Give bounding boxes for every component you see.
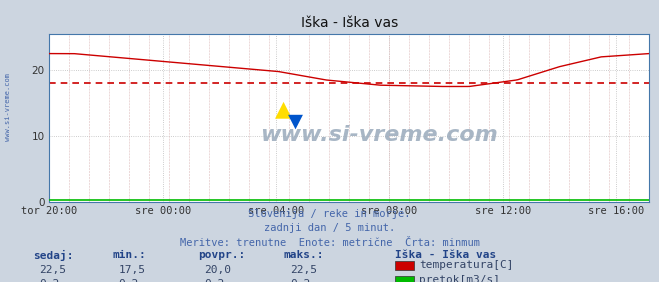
- Text: sedaj:: sedaj:: [33, 250, 73, 261]
- Text: ▲: ▲: [275, 99, 292, 119]
- Text: Meritve: trenutne  Enote: metrične  Črta: minmum: Meritve: trenutne Enote: metrične Črta: …: [179, 238, 480, 248]
- Text: Slovenija / reke in morje.: Slovenija / reke in morje.: [248, 209, 411, 219]
- Title: Iška - Iška vas: Iška - Iška vas: [301, 16, 398, 30]
- Text: zadnji dan / 5 minut.: zadnji dan / 5 minut.: [264, 223, 395, 233]
- Text: povpr.:: povpr.:: [198, 250, 245, 259]
- Text: 0,2: 0,2: [119, 279, 139, 282]
- Text: ▼: ▼: [288, 112, 302, 131]
- Text: 17,5: 17,5: [119, 265, 146, 275]
- Text: Iška - Iška vas: Iška - Iška vas: [395, 250, 497, 259]
- Text: 0,2: 0,2: [204, 279, 225, 282]
- Text: 22,5: 22,5: [290, 265, 317, 275]
- Text: 22,5: 22,5: [40, 265, 67, 275]
- Text: www.si-vreme.com: www.si-vreme.com: [5, 73, 11, 141]
- Text: temperatura[C]: temperatura[C]: [419, 260, 513, 270]
- Text: min.:: min.:: [112, 250, 146, 259]
- Text: pretok[m3/s]: pretok[m3/s]: [419, 275, 500, 282]
- Text: 0,2: 0,2: [40, 279, 60, 282]
- Text: maks.:: maks.:: [283, 250, 324, 259]
- Text: 0,2: 0,2: [290, 279, 310, 282]
- Text: 20,0: 20,0: [204, 265, 231, 275]
- Text: www.si-vreme.com: www.si-vreme.com: [260, 125, 498, 144]
